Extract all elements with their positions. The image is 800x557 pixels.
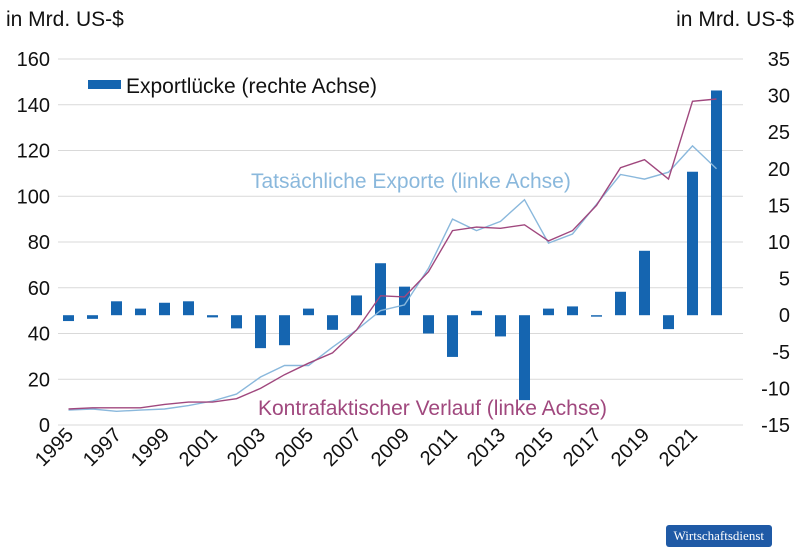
export-gap-bar-2010 [423, 315, 434, 334]
export-gap-bar-2011 [447, 315, 458, 357]
export-gap-bar-1997 [111, 301, 122, 316]
right-tick-label: 5 [779, 269, 790, 291]
export-gap-bar-2012 [471, 310, 482, 316]
export-gap-bar-2007 [351, 295, 362, 316]
x-tick-label: 2019 [607, 424, 654, 471]
left-tick-label: 20 [28, 369, 50, 391]
left-tick-label: 80 [28, 232, 50, 254]
left-tick-label: 100 [17, 186, 50, 208]
right-tick-label: 15 [768, 195, 790, 217]
label-actual-exports: Tatsächliche Exporte (linke Achse) [251, 170, 571, 193]
left-tick-label: 60 [28, 278, 50, 300]
export-gap-bar-2015 [543, 308, 554, 316]
right-tick-label: -10 [761, 378, 790, 400]
left-tick-label: 0 [39, 415, 50, 437]
legend: Exportlücke (rechte Achse) [88, 75, 377, 98]
right-tick-label: 0 [779, 305, 790, 327]
export-gap-bar-2021 [687, 171, 698, 316]
right-tick-label: 10 [768, 232, 790, 254]
export-gap-bar-2003 [255, 315, 266, 349]
left-tick-label: 40 [28, 324, 50, 346]
series-lines [68, 98, 717, 413]
x-tick-label: 2007 [319, 424, 366, 471]
export-gap-bar-2014 [519, 315, 530, 401]
export-gap-bars [63, 90, 722, 401]
counterfactual-line [68, 98, 717, 410]
x-tick-label: 2005 [271, 424, 318, 471]
export-gap-bar-1995 [63, 315, 74, 322]
x-tick-label: 2021 [655, 424, 702, 471]
x-tick-label: 2009 [367, 424, 414, 471]
export-gap-bar-1998 [135, 308, 146, 316]
x-tick-label: 2003 [223, 424, 270, 471]
export-gap-bar-2008 [375, 263, 386, 316]
label-counterfactual: Kontrafaktischer Verlauf (linke Achse) [258, 397, 607, 420]
x-axis-ticks: 1995 1997 1999 2001 2003 2005 2007 2009 2011 2013… [31, 424, 702, 471]
legend-label-export-gap: Exportlücke (rechte Achse) [126, 75, 377, 98]
export-gap-bar-1996 [87, 315, 98, 319]
right-tick-label: 30 [768, 86, 790, 108]
export-gap-bar-2013 [495, 315, 506, 337]
export-gap-bar-2022 [711, 90, 722, 316]
right-tick-label: -15 [761, 415, 790, 437]
export-gap-bar-2009 [399, 286, 410, 316]
export-gap-bar-2006 [327, 315, 338, 330]
export-gap-bar-2016 [567, 306, 578, 316]
export-gap-bar-2004 [279, 315, 290, 346]
actual-exports-line [68, 144, 717, 413]
left-axis-unit: in Mrd. US-$ [6, 8, 124, 31]
export-gap-bar-2019 [639, 250, 650, 316]
export-gap-bar-2005 [303, 308, 314, 316]
x-tick-label: 1999 [127, 424, 174, 471]
right-tick-label: 35 [768, 49, 790, 71]
x-tick-label: 2017 [559, 424, 606, 471]
export-gap-bar-1999 [159, 302, 170, 316]
export-gap-bar-2020 [663, 315, 674, 330]
left-tick-label: 140 [17, 95, 50, 117]
right-axis-ticks: -15 -10 -5 0 5 10 15 20 25 30 35 [761, 49, 790, 437]
left-axis-ticks: 0 20 40 60 80 100 120 140 160 [17, 49, 50, 437]
right-axis-unit: in Mrd. US-$ [676, 8, 794, 31]
x-tick-label: 2013 [463, 424, 510, 471]
export-gap-bar-2002 [231, 315, 242, 329]
right-tick-label: 20 [768, 159, 790, 181]
right-tick-label: -5 [772, 342, 790, 364]
x-tick-label: 2011 [416, 424, 462, 470]
publisher-logo: Wirtschaftsdienst [665, 525, 772, 547]
left-tick-label: 120 [17, 141, 50, 163]
x-tick-label: 2015 [511, 424, 558, 471]
left-tick-label: 160 [17, 49, 50, 71]
gridlines [58, 58, 743, 426]
right-tick-label: 25 [768, 122, 790, 144]
legend-swatch-export-gap [88, 80, 121, 89]
export-gap-bar-2017 [591, 315, 602, 317]
export-gap-bar-2001 [207, 315, 218, 318]
x-tick-label: 2001 [175, 424, 222, 471]
export-gap-bar-2018 [615, 291, 626, 316]
export-gap-bar-2000 [183, 301, 194, 316]
x-tick-label: 1997 [79, 424, 126, 471]
